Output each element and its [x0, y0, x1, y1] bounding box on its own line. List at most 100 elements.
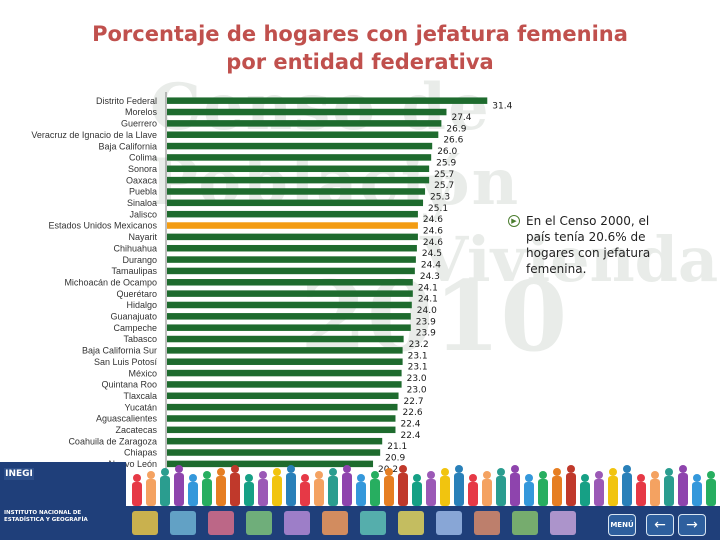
person-head-41: [707, 471, 715, 479]
person-body-23: [454, 473, 464, 506]
data-label-18: 24.0: [417, 306, 437, 316]
category-label-6: Sonora: [128, 164, 157, 174]
data-label-22: 23.1: [408, 351, 428, 361]
theme-tile-9: [474, 511, 500, 535]
category-label-14: Durango: [122, 255, 157, 265]
person-body-16: [356, 482, 366, 506]
bar-8: [167, 188, 426, 195]
logo-institute: INSTITUTO NACIONAL DE ESTADÍSTICA Y GEOG…: [4, 510, 88, 523]
category-label-3: Veracruz de Ignacio de la Llave: [31, 130, 157, 140]
bar-0: [167, 97, 488, 104]
category-label-19: Guanajuato: [110, 312, 157, 322]
data-label-16: 24.1: [418, 283, 438, 293]
person-head-4: [189, 474, 197, 482]
category-label-27: Yucatán: [124, 402, 157, 412]
bar-12: [167, 233, 418, 241]
person-head-8: [245, 474, 253, 482]
bar-9: [167, 199, 424, 207]
person-head-23: [455, 465, 463, 473]
bar-13: [167, 244, 417, 252]
category-label-24: México: [128, 368, 157, 378]
bar-2: [167, 120, 442, 127]
bullet-icon: ▶: [508, 215, 520, 227]
bar-1: [167, 108, 447, 116]
page-title: Porcentaje de hogares con jefatura femen…: [60, 20, 660, 76]
theme-tile-4: [284, 511, 310, 535]
bar-17: [167, 290, 413, 297]
person-body-8: [244, 482, 254, 506]
bar-23: [167, 358, 403, 365]
bar-14: [167, 256, 416, 263]
data-label-6: 25.7: [434, 170, 454, 180]
person-body-33: [594, 479, 604, 506]
menu-button[interactable]: MENÚ: [608, 514, 636, 536]
person-head-38: [665, 468, 673, 476]
category-label-16: Michoacán de Ocampo: [64, 277, 157, 287]
person-head-22: [441, 468, 449, 476]
person-head-15: [343, 465, 351, 473]
person-head-39: [679, 465, 687, 473]
person-head-24: [469, 474, 477, 482]
category-label-23: San Luis Potosí: [94, 357, 158, 367]
person-body-21: [426, 479, 436, 506]
category-label-1: Morelos: [125, 107, 158, 117]
person-body-12: [300, 482, 310, 506]
person-head-25: [483, 471, 491, 479]
data-label-17: 24.1: [418, 295, 438, 305]
person-head-16: [357, 474, 365, 482]
data-label-5: 25.9: [436, 158, 456, 168]
person-head-27: [511, 465, 519, 473]
person-head-26: [497, 468, 505, 476]
bar-20: [167, 324, 411, 331]
data-label-7: 25.7: [434, 181, 454, 191]
arrow-left-icon[interactable]: ←: [646, 514, 674, 536]
person-body-34: [608, 476, 618, 506]
person-head-28: [525, 474, 533, 482]
data-label-4: 26.0: [437, 147, 457, 157]
data-label-3: 26.6: [443, 136, 463, 146]
data-label-2: 26.9: [446, 124, 466, 134]
person-body-24: [468, 482, 478, 506]
person-head-19: [399, 465, 407, 473]
category-label-10: Jalisco: [129, 209, 157, 219]
bar-31: [167, 449, 381, 456]
bar-4: [167, 142, 433, 150]
person-head-0: [133, 474, 141, 482]
person-body-9: [258, 479, 268, 506]
data-label-15: 24.3: [420, 272, 440, 282]
logo-brand: INEGI: [4, 468, 34, 480]
person-body-38: [664, 476, 674, 506]
bar-3: [167, 131, 439, 138]
category-label-18: Hidalgo: [126, 300, 157, 310]
bar-25: [167, 381, 402, 388]
category-label-8: Puebla: [129, 187, 157, 197]
arrow-right-icon[interactable]: →: [678, 514, 706, 536]
data-label-14: 24.4: [421, 261, 441, 271]
person-body-11: [286, 473, 296, 506]
category-label-32: Nuevo León: [108, 459, 157, 469]
person-body-0: [132, 482, 142, 506]
theme-tile-5: [322, 511, 348, 535]
bar-24: [167, 369, 402, 377]
inegi-logo: INEGI INSTITUTO NACIONAL DE ESTADÍSTICA …: [4, 468, 122, 534]
person-body-3: [174, 473, 184, 506]
person-head-17: [371, 471, 379, 479]
person-body-39: [678, 473, 688, 506]
person-head-10: [273, 468, 281, 476]
person-body-6: [216, 476, 226, 506]
person-head-40: [693, 474, 701, 482]
person-head-13: [315, 471, 323, 479]
person-head-9: [259, 471, 267, 479]
person-body-31: [566, 473, 576, 506]
category-label-20: Campeche: [113, 323, 157, 333]
person-head-7: [231, 465, 239, 473]
person-body-30: [552, 476, 562, 506]
person-head-32: [581, 474, 589, 482]
person-body-26: [496, 476, 506, 506]
bar-22: [167, 347, 403, 354]
category-label-11: Estados Unidos Mexicanos: [48, 221, 157, 231]
note-text: En el Censo 2000, el país tenía 20.6% de…: [526, 214, 651, 276]
theme-tile-10: [512, 511, 538, 535]
data-label-9: 25.1: [428, 204, 448, 214]
